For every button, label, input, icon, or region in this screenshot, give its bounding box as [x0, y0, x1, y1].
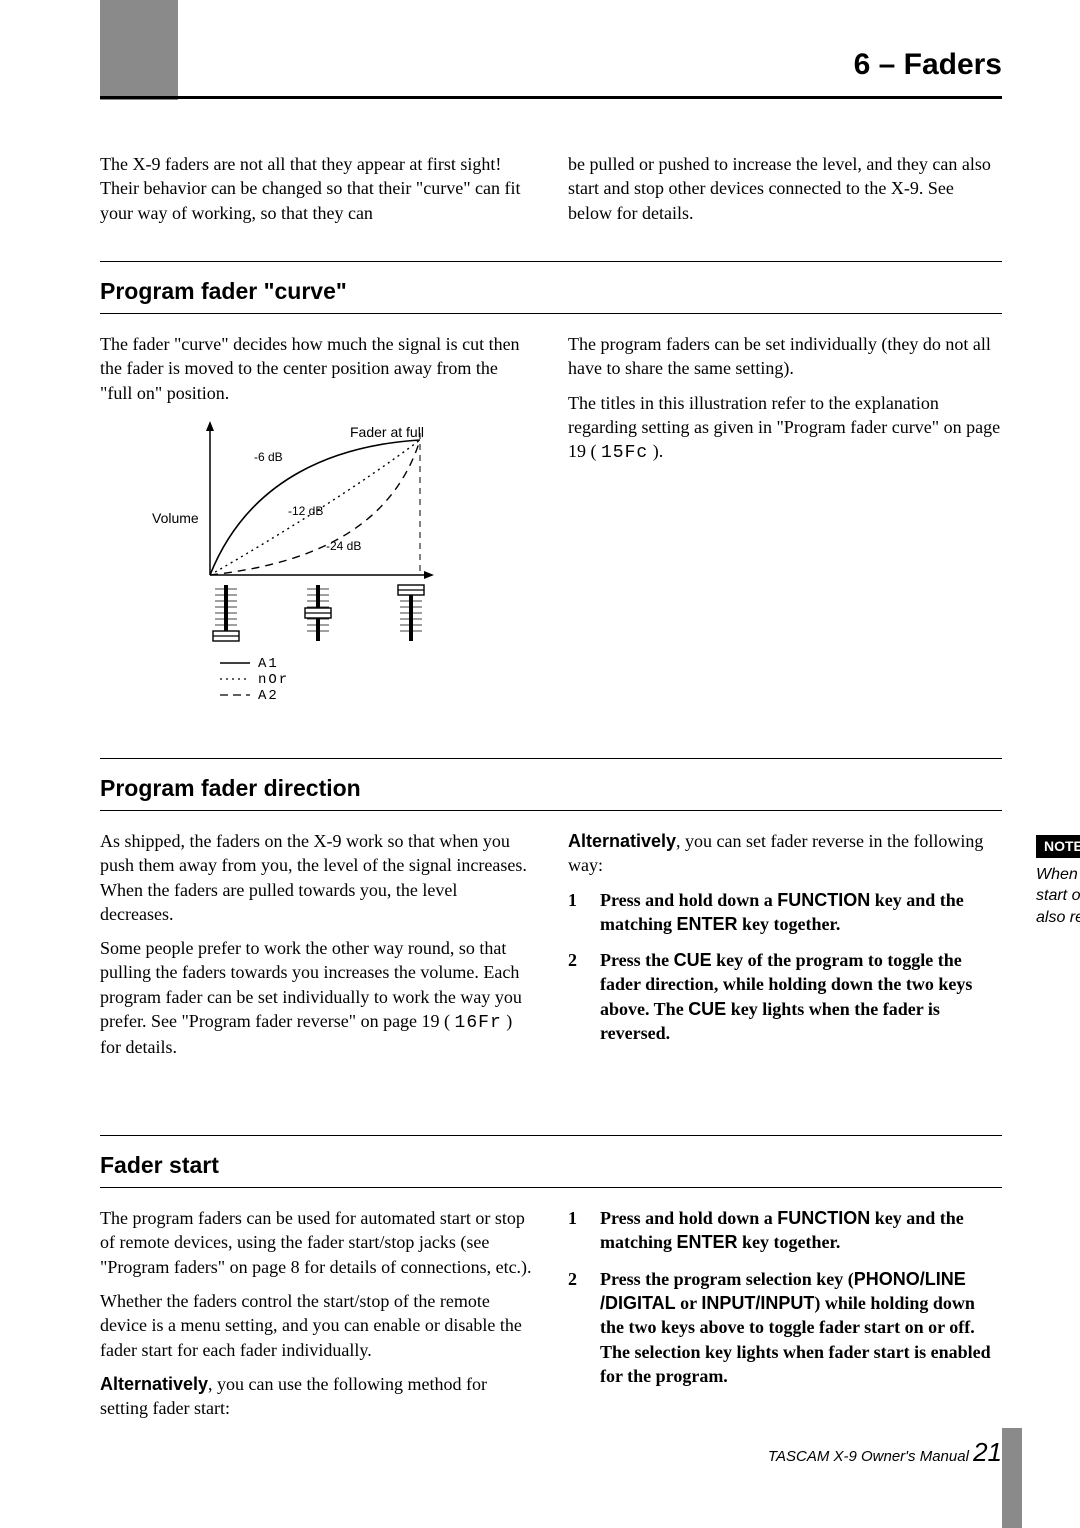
diagram-y-label: Volume — [152, 510, 199, 526]
fader-icon-1 — [213, 585, 239, 641]
chapter-title: 6 – Faders — [854, 45, 1002, 86]
faderstart-left-p1: The program faders can be used for autom… — [100, 1206, 534, 1279]
step-text: Press the CUE key of the program to togg… — [600, 948, 1002, 1045]
curve-svg: Fader at full Volume -6 dB -12 dB -24 dB — [100, 415, 470, 715]
note-label: NOTE — [1036, 835, 1080, 858]
intro-p1: The X-9 faders are not all that they app… — [100, 152, 534, 225]
curve-right-p1: The program faders can be set individual… — [568, 332, 1002, 381]
section-direction-title: Program fader direction — [100, 758, 1002, 804]
header-rule — [100, 96, 1002, 99]
curve-right-p2b: ). — [653, 441, 664, 461]
step-number: 2 — [568, 1267, 582, 1388]
direction-left-p2-code: 16Fr — [455, 1013, 502, 1033]
faderstart-step-1: 1 Press and hold down a FUNCTION key and… — [568, 1206, 1002, 1255]
section-faderstart-rule — [100, 1187, 1002, 1188]
faderstart-left-p2: Whether the faders control the start/sto… — [100, 1289, 534, 1362]
section-curve-rule — [100, 313, 1002, 314]
page-number: 21 — [973, 1437, 1002, 1467]
legend-nor: nOr — [258, 672, 289, 688]
curve-right-p2-code: 15Fc — [601, 443, 648, 463]
footer: TASCAM X-9 Owner's Manual 21 — [768, 1435, 1002, 1470]
curve-left-p1: The fader "curve" decides how much the s… — [100, 332, 534, 405]
intro-columns: The X-9 faders are not all that they app… — [100, 152, 1002, 235]
direction-step-1: 1 Press and hold down a FUNCTION key and… — [568, 888, 1002, 937]
direction-alt-lead: Alternatively — [568, 831, 676, 851]
faderstart-columns: The program faders can be used for autom… — [100, 1206, 1002, 1456]
faderstart-steps: 1 Press and hold down a FUNCTION key and… — [568, 1206, 1002, 1388]
step-number: 1 — [568, 888, 582, 937]
db-label-12: -12 dB — [288, 504, 323, 518]
curve-right-p2: The titles in this illustration refer to… — [568, 391, 1002, 466]
footer-accent-block — [1002, 1428, 1022, 1528]
step-number: 2 — [568, 948, 582, 1045]
curve-columns: The fader "curve" decides how much the s… — [100, 332, 1002, 732]
step-text: Press and hold down a FUNCTION key and t… — [600, 888, 1002, 937]
db-label-24: -24 dB — [326, 539, 361, 553]
direction-alt: Alternatively, you can set fader reverse… — [568, 829, 1002, 878]
legend-a2: A2 — [258, 688, 279, 704]
intro-p2: be pulled or pushed to increase the leve… — [568, 152, 1002, 225]
db-label-6: -6 dB — [254, 450, 283, 464]
page-content: The X-9 faders are not all that they app… — [100, 152, 1002, 1456]
fader-icon-2 — [305, 585, 331, 641]
section-curve-title: Program fader "curve" — [100, 261, 1002, 307]
direction-steps: 1 Press and hold down a FUNCTION key and… — [568, 888, 1002, 1046]
faderstart-alt: Alternatively, you can use the following… — [100, 1372, 534, 1421]
faderstart-alt-lead: Alternatively — [100, 1374, 208, 1394]
fader-curve-diagram: Fader at full Volume -6 dB -12 dB -24 dB — [100, 415, 534, 721]
step-text: Press the program selection key (PHONO/L… — [600, 1267, 1002, 1388]
direction-columns: As shipped, the faders on the X-9 work s… — [100, 829, 1002, 1109]
header-accent-block — [100, 0, 178, 100]
direction-left-p2: Some people prefer to work the other way… — [100, 936, 534, 1059]
note-body: When the fader direction is reversed in … — [1036, 864, 1080, 929]
direction-step-2: 2 Press the CUE key of the program to to… — [568, 948, 1002, 1045]
step-text: Press and hold down a FUNCTION key and t… — [600, 1206, 1002, 1255]
step-number: 1 — [568, 1206, 582, 1255]
footer-text: TASCAM X-9 Owner's Manual — [768, 1448, 973, 1465]
direction-left-p1: As shipped, the faders on the X-9 work s… — [100, 829, 534, 926]
legend-a1: A1 — [258, 656, 279, 672]
fader-icon-3 — [398, 585, 424, 641]
section-direction-rule — [100, 810, 1002, 811]
faderstart-step-2: 2 Press the program selection key (PHONO… — [568, 1267, 1002, 1388]
note-block: NOTE When the fader direction is reverse… — [1036, 829, 1080, 929]
section-faderstart-title: Fader start — [100, 1135, 1002, 1181]
diagram-top-label: Fader at full — [350, 424, 424, 440]
